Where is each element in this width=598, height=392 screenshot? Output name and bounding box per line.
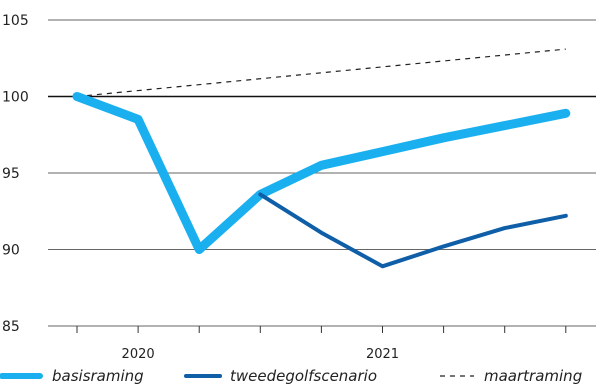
legend-label-maartraming: maartraming	[484, 367, 582, 385]
gridlines	[48, 19, 596, 327]
y-axis-labels: 85 90 95 100 105	[2, 13, 29, 335]
series-lines	[72, 48, 571, 269]
series-line-maartraming	[76, 48, 566, 98]
legend: basisraming tweedegolfscenario maartraming	[0, 367, 582, 385]
y-tick-label-85: 85	[2, 319, 20, 335]
x-axis: 2020 2021	[76, 326, 567, 362]
legend-label-basisraming: basisraming	[52, 367, 144, 385]
series-line-basisraming	[72, 92, 571, 254]
y-tick-label-100: 100	[2, 90, 29, 106]
x-year-label-2021: 2021	[366, 347, 399, 362]
y-tick-label-105: 105	[2, 13, 29, 29]
x-year-label-2020: 2020	[122, 347, 155, 362]
y-tick-label-90: 90	[2, 243, 20, 259]
legend-label-tweedegolfscenario: tweedegolfscenario	[230, 367, 377, 385]
y-tick-label-95: 95	[2, 166, 20, 182]
series-line-tweedegolfscenario	[258, 192, 568, 269]
